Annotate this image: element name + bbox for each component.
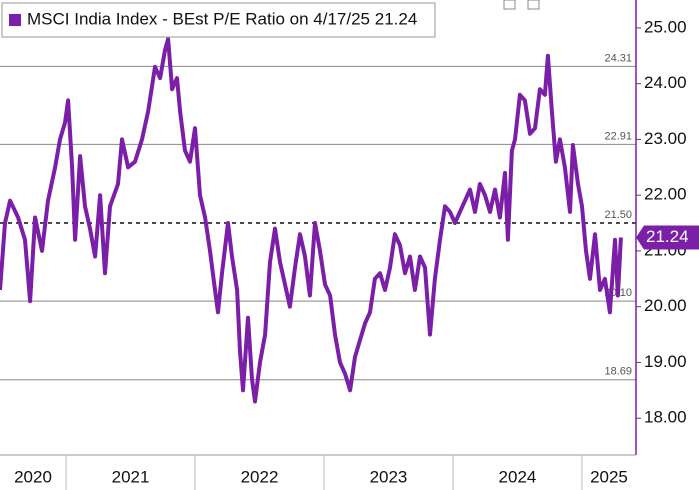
reference-label: 18.69 (604, 366, 632, 378)
icon[interactable] (503, 0, 516, 10)
y-tick-label: 22.00 (644, 185, 687, 204)
legend-label: MSCI India Index - BEst P/E Ratio on 4/1… (27, 9, 417, 28)
legend: MSCI India Index - BEst P/E Ratio on 4/1… (1, 2, 436, 38)
x-tick-label: 2020 (14, 467, 52, 486)
reference-label: 21.50 (604, 209, 632, 221)
reference-label: 22.91 (604, 130, 632, 142)
y-tick-label: 18.00 (644, 408, 687, 427)
y-tick-label: 20.00 (644, 296, 687, 315)
reference-label: 24.31 (604, 52, 632, 64)
x-tick-label: 2023 (370, 467, 408, 486)
x-tick-label: 2022 (241, 467, 279, 486)
y-tick-label: 25.00 (644, 17, 687, 36)
x-tick-label: 2021 (112, 467, 150, 486)
last-value-tag (636, 225, 699, 250)
y-tick-label: 19.00 (644, 352, 687, 371)
x-tick-label: 2025 (590, 467, 628, 486)
y-tick-label: 23.00 (644, 129, 687, 148)
x-tick-label: 2024 (499, 467, 537, 486)
series-line (0, 37, 623, 404)
icon[interactable] (527, 0, 540, 10)
legend-box (1, 2, 436, 38)
y-tick-label: 24.00 (644, 73, 687, 92)
last-value-label: 21.24 (646, 227, 689, 246)
legend-swatch (9, 14, 21, 26)
